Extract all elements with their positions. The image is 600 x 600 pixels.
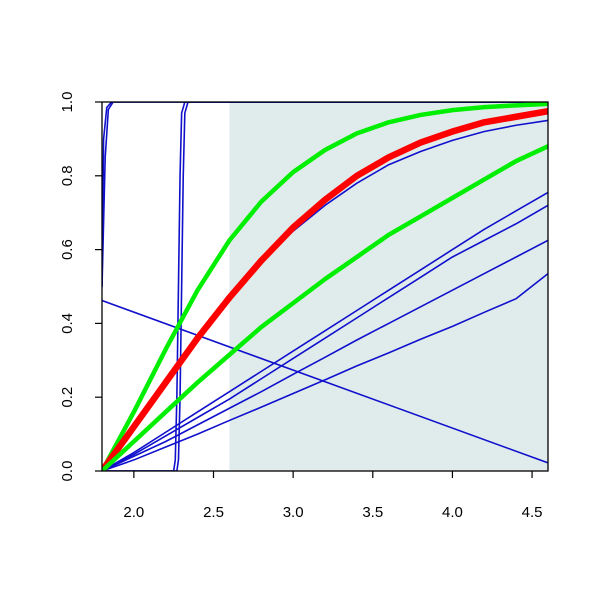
axes: 2.0 2.5 3.0 3.5 4.0 4.5 0.0 0.2 0.4 0.6 0.8 1.0 <box>59 92 543 521</box>
x-tick-label: 2.5 <box>203 504 224 521</box>
y-tick-label: 0.6 <box>59 239 76 260</box>
x-tick-label: 3.5 <box>362 504 383 521</box>
y-tick-label: 0.8 <box>59 165 76 186</box>
y-tick-label: 0.4 <box>59 313 76 334</box>
series-layer <box>102 102 548 471</box>
y-tick-label: 1.0 <box>59 92 76 113</box>
x-tick-label: 2.0 <box>123 504 144 521</box>
shaded-region <box>229 102 548 471</box>
series-line-blue-1 <box>102 102 548 288</box>
series-line-blue-2 <box>102 102 548 288</box>
series-line-blue-9 <box>102 239 548 471</box>
series-line-blue-10 <box>102 272 548 471</box>
series-line-blue-8 <box>102 204 548 471</box>
y-tick-label: 0.0 <box>59 461 76 482</box>
x-tick-label: 4.0 <box>442 504 463 521</box>
series-line-blue-4 <box>102 102 548 471</box>
series-line-green-11 <box>102 102 548 471</box>
y-tick-label: 0.2 <box>59 387 76 408</box>
series-line-blue-7 <box>102 191 548 471</box>
series-line-green-13 <box>102 144 548 471</box>
series-line-blue-3 <box>102 102 548 471</box>
series-line-red-12 <box>102 107 548 471</box>
plot-frame <box>101 101 549 472</box>
x-tick-label: 4.5 <box>522 504 543 521</box>
x-tick-label: 3.0 <box>283 504 304 521</box>
